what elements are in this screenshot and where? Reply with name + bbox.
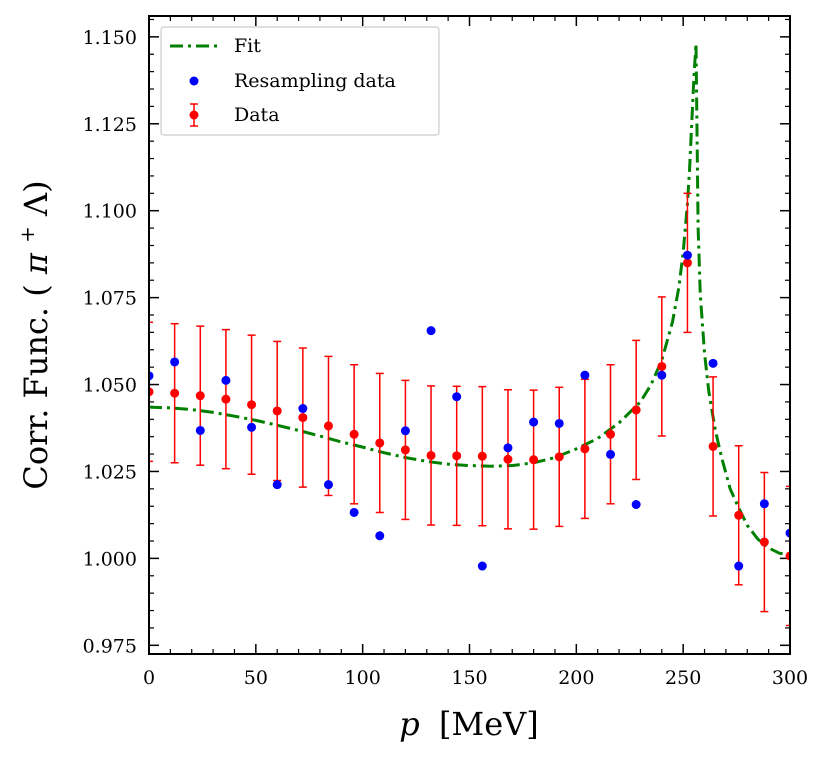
data-point — [554, 452, 564, 462]
data-point — [682, 258, 692, 268]
data-point — [631, 405, 641, 415]
data-point — [247, 400, 257, 410]
x-tick-label: 0 — [143, 667, 155, 689]
data-point — [195, 391, 205, 401]
resampling-point — [554, 418, 564, 428]
axis-ticks: 0 50 100 150 200 250 300 0.975 1.000 1.025 1.050 1.… — [83, 16, 808, 689]
resampling-point — [149, 371, 154, 381]
y-tick-label: 1.025 — [83, 461, 137, 483]
resampling-point — [606, 449, 616, 459]
resampling-point — [375, 531, 385, 541]
data-point — [759, 537, 769, 547]
y-tick-label: 1.000 — [83, 548, 137, 570]
resampling-point — [682, 250, 692, 260]
y-axis-title-main: Corr. Func. ( — [17, 284, 55, 489]
legend: Fit Resampling data Data — [160, 26, 440, 136]
legend-data-label: Data — [234, 104, 280, 126]
data-point — [349, 429, 359, 439]
resampling-point — [349, 507, 359, 517]
resampling-point — [195, 425, 205, 435]
data-point — [149, 387, 154, 397]
y-tick-label: 1.050 — [83, 375, 137, 397]
fit-line — [149, 42, 790, 557]
y-axis-title: Corr. Func. ( π + Λ) — [4, 180, 55, 489]
resampling-point — [400, 426, 410, 436]
resampling-points-layer — [149, 250, 790, 571]
data-point — [272, 406, 282, 416]
legend-resampling-swatch — [189, 76, 199, 86]
resampling-point — [734, 561, 744, 571]
y-tick-label: 1.075 — [83, 288, 137, 310]
x-tick-label: 300 — [772, 667, 808, 689]
x-axis-variable: p — [399, 705, 419, 743]
data-point — [657, 361, 667, 371]
plot-frame — [148, 15, 791, 655]
resampling-point — [477, 561, 487, 571]
resampling-point — [503, 443, 513, 453]
y-axis-title-pi: π — [17, 252, 55, 275]
data-point — [375, 438, 385, 448]
data-point — [426, 450, 436, 460]
data-point — [221, 394, 231, 404]
resampling-point — [580, 370, 590, 380]
resampling-point — [452, 392, 462, 402]
data-point — [323, 421, 333, 431]
x-tick-label: 150 — [451, 667, 487, 689]
resampling-point — [759, 499, 769, 509]
y-axis-title-lambda: Λ) — [17, 180, 55, 217]
fit-line-layer — [149, 42, 790, 557]
data-point — [452, 451, 462, 461]
data-point — [708, 441, 718, 451]
legend-box — [160, 26, 440, 136]
x-tick-label: 50 — [244, 667, 268, 689]
resampling-point — [170, 357, 180, 367]
y-axis-title-superscript: + — [15, 226, 39, 243]
resampling-point — [631, 499, 641, 509]
legend-data-swatch — [189, 110, 199, 120]
resampling-point — [529, 417, 539, 427]
resampling-point — [221, 375, 231, 385]
resampling-point — [785, 528, 790, 538]
x-tick-label: 100 — [345, 667, 381, 689]
legend-fit-label: Fit — [234, 35, 261, 57]
y-tick-label: 1.125 — [83, 114, 137, 136]
legend-resampling-label: Resampling data — [234, 70, 396, 92]
data-point — [477, 451, 487, 461]
data-point — [400, 445, 410, 455]
x-axis-unit: [MeV] — [439, 705, 539, 743]
resampling-point — [708, 358, 718, 368]
y-tick-label: 1.150 — [83, 27, 137, 49]
x-tick-label: 200 — [558, 667, 594, 689]
data-point — [503, 454, 513, 464]
data-points-layer — [149, 192, 790, 627]
data-point — [298, 413, 308, 423]
resampling-point — [323, 480, 333, 490]
resampling-point — [272, 480, 282, 490]
data-point — [580, 444, 590, 454]
data-point — [529, 455, 539, 465]
y-tick-label: 1.100 — [83, 201, 137, 223]
resampling-point — [426, 326, 436, 336]
data-point — [785, 551, 790, 561]
data-point — [170, 388, 180, 398]
x-tick-label: 250 — [665, 667, 701, 689]
x-axis-title: p [MeV] — [399, 705, 538, 743]
y-tick-label: 0.975 — [83, 635, 137, 657]
data-point — [606, 429, 616, 439]
resampling-point — [247, 422, 257, 432]
resampling-point — [298, 404, 308, 414]
data-point — [734, 510, 744, 520]
resampling-point — [657, 370, 667, 380]
